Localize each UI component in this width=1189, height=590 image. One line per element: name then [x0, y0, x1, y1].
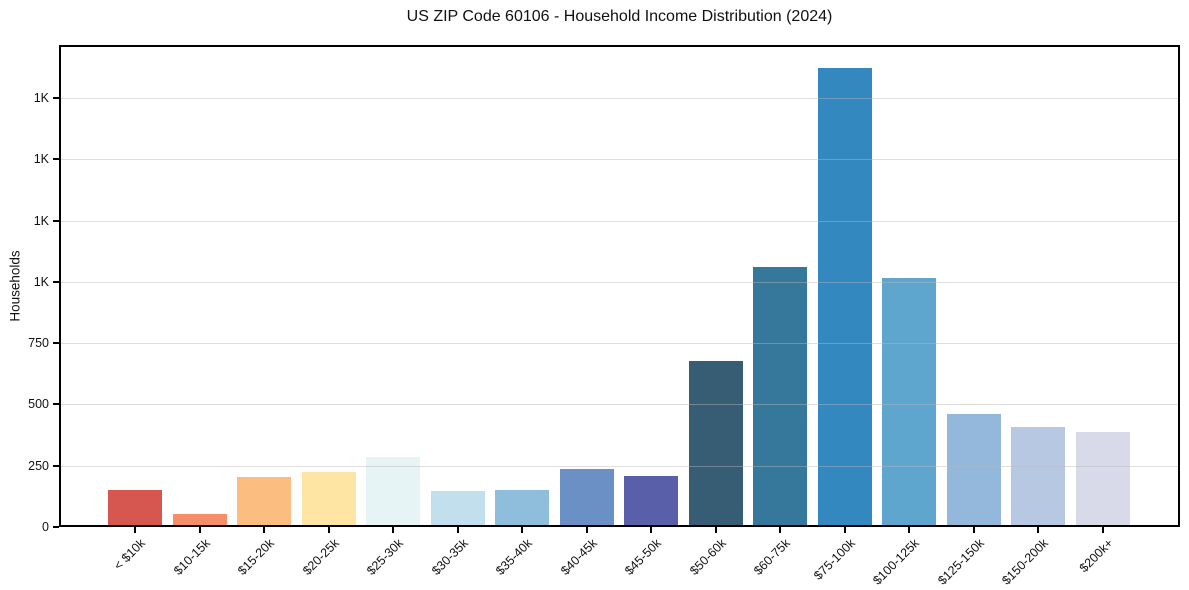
y-tick-label-1250: 1K	[33, 213, 49, 228]
bar-50-60k	[688, 360, 743, 527]
y-tick-label-0: 0	[42, 520, 49, 534]
axis-spine-bottom	[59, 525, 1180, 527]
y-tick-label-750: 750	[28, 336, 49, 351]
y-tick-1000	[53, 280, 59, 283]
bar-100-125k	[882, 278, 936, 527]
bar-15-20k	[237, 476, 291, 527]
x-tick-label-4: $25-30k	[364, 536, 406, 578]
y-tick-label-500: 500	[28, 397, 49, 412]
gridline-500	[59, 404, 1180, 406]
y-tick-500	[53, 403, 59, 406]
x-tick-3	[327, 527, 330, 533]
x-tick-2	[263, 527, 265, 533]
x-tick-11	[843, 527, 846, 533]
x-tick-label-1: $10-15k	[170, 536, 213, 578]
gridline-750	[59, 343, 1180, 345]
x-tick-label-2: $15-20k	[235, 536, 277, 578]
gridline-1250	[59, 220, 1180, 222]
bar-75-100k	[817, 67, 872, 527]
x-tick-13	[972, 527, 975, 533]
bar-10k	[108, 490, 162, 527]
x-tick-5	[456, 527, 459, 533]
x-tick-7	[585, 527, 588, 533]
x-tick-1	[198, 527, 201, 533]
x-tick-label-3: $20-25k	[299, 536, 342, 578]
x-tick-label-11: $75-100k	[810, 536, 858, 583]
y-tick-label-1000: 1K	[33, 274, 49, 289]
bar-40-45k	[559, 469, 614, 527]
y-tick-250	[53, 464, 59, 467]
bar-150-200k	[1011, 426, 1065, 527]
chart-title: US ZIP Code 60106 - Household Income Dis…	[406, 8, 833, 25]
bar-200k	[1075, 431, 1130, 527]
x-tick-label-0: < $10k	[111, 536, 148, 573]
x-tick-8	[650, 527, 652, 533]
y-tick-750	[53, 342, 59, 345]
x-tick-10	[779, 527, 781, 533]
bar-60-75k	[753, 266, 807, 527]
axis-spine-top	[59, 45, 1180, 47]
x-tick-label-9: $50-60k	[686, 536, 729, 578]
x-tick-label-6: $35-40k	[493, 536, 535, 578]
y-tick-1750	[53, 96, 59, 99]
y-tick-1250	[53, 219, 59, 222]
x-tick-14	[1037, 527, 1039, 533]
axis-spine-left	[59, 45, 61, 527]
plot-area	[59, 45, 1180, 527]
x-tick-15	[1101, 527, 1104, 533]
x-tick-label-5: $30-35k	[428, 536, 471, 578]
x-tick-label-7: $40-45k	[557, 536, 600, 578]
x-tick-label-13: $125-150k	[934, 536, 987, 588]
bar-10-15k	[172, 514, 227, 527]
x-tick-0	[134, 527, 136, 533]
y-tick-1500	[53, 158, 59, 161]
gridline-1750	[59, 97, 1180, 99]
y-tick-label-1750: 1K	[33, 90, 49, 105]
y-tick-label-250: 250	[28, 458, 49, 473]
x-tick-12	[908, 527, 910, 533]
bar-45-50k	[624, 475, 678, 527]
x-tick-label-10: $60-75k	[751, 536, 793, 578]
bar-125-150k	[946, 413, 1001, 527]
axis-spine-right	[1178, 45, 1180, 527]
x-tick-label-8: $45-50k	[622, 536, 664, 578]
x-tick-6	[521, 527, 523, 533]
bar-35-40k	[495, 489, 549, 527]
x-tick-label-14: $150-200k	[999, 536, 1051, 588]
bar-25-30k	[366, 456, 420, 527]
gridline-1000	[59, 281, 1180, 283]
bar-30-35k	[430, 490, 485, 527]
gridline-250	[59, 465, 1180, 467]
x-tick-label-15: $200k+	[1076, 536, 1116, 576]
x-tick-9	[714, 527, 717, 533]
y-tick-label-1500: 1K	[33, 152, 49, 167]
gridline-1500	[59, 159, 1180, 161]
x-tick-label-12: $100-125k	[870, 536, 922, 588]
x-tick-4	[392, 527, 394, 533]
y-tick-0	[53, 526, 59, 528]
bar-20-25k	[301, 472, 356, 527]
